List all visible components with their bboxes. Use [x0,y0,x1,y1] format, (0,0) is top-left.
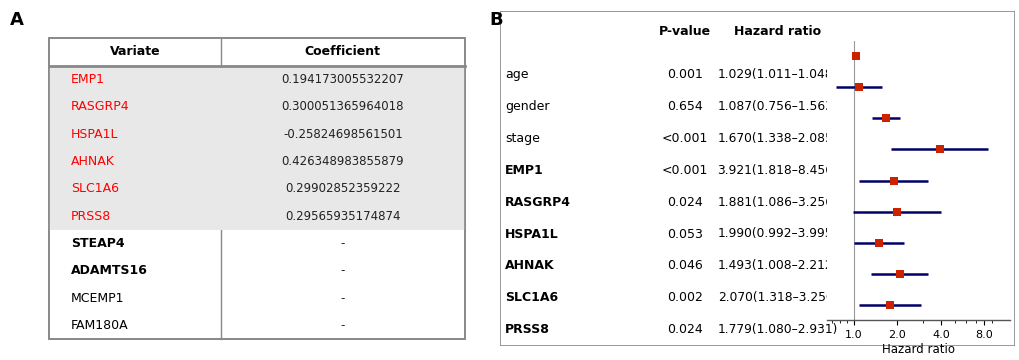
Bar [49,175,465,202]
Text: 0.654: 0.654 [666,100,702,113]
Text: 0.426348983855879: 0.426348983855879 [281,155,404,168]
Text: 1.087(0.756–1.563): 1.087(0.756–1.563) [717,100,838,113]
Text: PRSS8: PRSS8 [70,210,111,222]
Text: <0.001: <0.001 [661,164,708,177]
Text: AHNAK: AHNAK [504,260,554,273]
Text: -0.25824698561501: -0.25824698561501 [282,127,403,140]
Text: Variate: Variate [110,45,160,58]
Text: 1.779(1.080–2.931): 1.779(1.080–2.931) [717,323,838,336]
Text: -: - [340,264,344,277]
Text: Coefficient: Coefficient [305,45,380,58]
Text: 0.29902852359222: 0.29902852359222 [284,182,400,195]
Text: RASGRP4: RASGRP4 [504,195,571,208]
Text: 0.024: 0.024 [666,195,702,208]
Text: EMP1: EMP1 [504,164,543,177]
Text: 2.070(1.318–3.250): 2.070(1.318–3.250) [717,291,838,304]
Text: 0.29565935174874: 0.29565935174874 [284,210,400,222]
Text: 0.046: 0.046 [666,260,702,273]
Text: HSPA1L: HSPA1L [504,228,558,240]
Text: SLC1A6: SLC1A6 [504,291,557,304]
Text: 0.300051365964018: 0.300051365964018 [281,100,404,113]
Text: <0.001: <0.001 [661,132,708,145]
Text: 1.990(0.992–3.995): 1.990(0.992–3.995) [717,228,838,240]
Text: -: - [340,237,344,250]
Text: EMP1: EMP1 [70,73,105,86]
Bar [49,202,465,230]
Text: stage: stage [504,132,539,145]
Text: 0.001: 0.001 [666,68,702,81]
Bar [49,120,465,148]
Text: 3.921(1.818–8.456): 3.921(1.818–8.456) [717,164,838,177]
Text: 0.024: 0.024 [666,323,702,336]
Bar [49,148,465,175]
Text: PRSS8: PRSS8 [504,323,549,336]
Text: 1.670(1.338–2.085): 1.670(1.338–2.085) [717,132,838,145]
Text: STEAP4: STEAP4 [70,237,124,250]
Text: 0.002: 0.002 [666,291,702,304]
Text: gender: gender [504,100,549,113]
Text: B: B [489,11,502,29]
Text: -: - [340,319,344,332]
Bar [49,93,465,120]
Text: AHNAK: AHNAK [70,155,114,168]
Text: 1.881(1.086–3.256): 1.881(1.086–3.256) [717,195,838,208]
Text: 1.493(1.008–2.212): 1.493(1.008–2.212) [717,260,838,273]
Text: MCEMP1: MCEMP1 [70,292,124,305]
Text: P-value: P-value [658,25,710,38]
Text: 0.194173005532207: 0.194173005532207 [281,73,404,86]
Text: HSPA1L: HSPA1L [70,127,118,140]
Text: A: A [10,11,24,29]
X-axis label: Hazard ratio: Hazard ratio [881,343,954,356]
Text: 0.053: 0.053 [666,228,702,240]
Text: age: age [504,68,528,81]
Text: 1.029(1.011–1.048): 1.029(1.011–1.048) [717,68,838,81]
Text: -: - [340,292,344,305]
Text: Hazard ratio: Hazard ratio [734,25,820,38]
Text: FAM180A: FAM180A [70,319,128,332]
Bar [49,66,465,93]
Text: ADAMTS16: ADAMTS16 [70,264,148,277]
Text: SLC1A6: SLC1A6 [70,182,118,195]
Text: RASGRP4: RASGRP4 [70,100,129,113]
